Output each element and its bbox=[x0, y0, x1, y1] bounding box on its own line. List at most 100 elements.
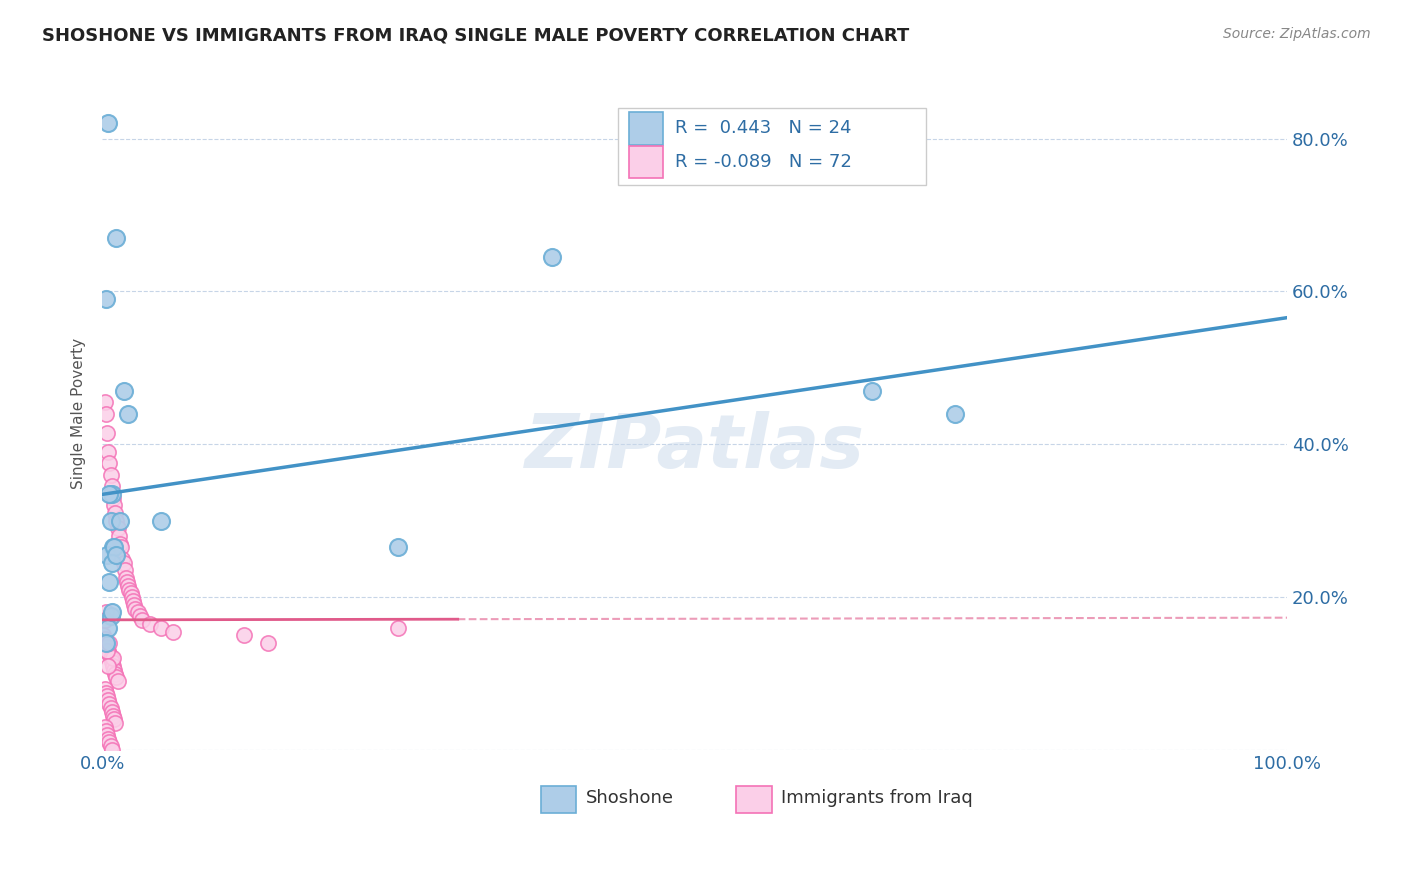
Immigrants from Iraq bbox=[127, 606, 149, 620]
Shoshone bbox=[541, 250, 564, 264]
Text: Shoshone: Shoshone bbox=[586, 789, 673, 807]
Immigrants from Iraq bbox=[94, 606, 117, 620]
Immigrants from Iraq bbox=[107, 674, 129, 689]
Immigrants from Iraq bbox=[96, 728, 118, 742]
Immigrants from Iraq bbox=[100, 467, 122, 482]
FancyBboxPatch shape bbox=[630, 146, 662, 178]
Immigrants from Iraq bbox=[100, 655, 122, 669]
Immigrants from Iraq bbox=[124, 601, 146, 615]
Shoshone bbox=[150, 514, 173, 528]
Shoshone bbox=[112, 384, 135, 398]
Immigrants from Iraq bbox=[96, 640, 118, 654]
Shoshone bbox=[98, 574, 121, 589]
FancyBboxPatch shape bbox=[630, 112, 662, 145]
Shoshone bbox=[97, 116, 120, 130]
Immigrants from Iraq bbox=[112, 556, 135, 570]
Immigrants from Iraq bbox=[138, 616, 160, 631]
FancyBboxPatch shape bbox=[617, 108, 925, 185]
Text: ZIPatlas: ZIPatlas bbox=[524, 411, 865, 483]
Immigrants from Iraq bbox=[150, 621, 173, 635]
Shoshone bbox=[860, 384, 883, 398]
Immigrants from Iraq bbox=[96, 425, 118, 440]
Immigrants from Iraq bbox=[100, 705, 122, 719]
Immigrants from Iraq bbox=[105, 514, 128, 528]
Shoshone bbox=[100, 606, 122, 620]
Immigrants from Iraq bbox=[122, 594, 145, 608]
Immigrants from Iraq bbox=[162, 624, 184, 639]
Shoshone bbox=[108, 514, 131, 528]
Shoshone bbox=[100, 514, 122, 528]
Immigrants from Iraq bbox=[100, 701, 122, 715]
Immigrants from Iraq bbox=[101, 708, 124, 723]
Immigrants from Iraq bbox=[100, 739, 122, 754]
Immigrants from Iraq bbox=[97, 731, 120, 746]
Immigrants from Iraq bbox=[257, 636, 280, 650]
Immigrants from Iraq bbox=[96, 643, 118, 657]
Shoshone bbox=[100, 556, 122, 570]
Shoshone bbox=[387, 541, 409, 555]
Immigrants from Iraq bbox=[387, 621, 409, 635]
Shoshone bbox=[117, 407, 139, 421]
Shoshone bbox=[103, 541, 125, 555]
Text: R =  0.443   N = 24: R = 0.443 N = 24 bbox=[675, 119, 851, 136]
Immigrants from Iraq bbox=[121, 590, 143, 604]
Immigrants from Iraq bbox=[131, 613, 153, 627]
Immigrants from Iraq bbox=[97, 693, 120, 707]
Immigrants from Iraq bbox=[97, 659, 120, 673]
Shoshone bbox=[100, 487, 122, 501]
Immigrants from Iraq bbox=[115, 574, 138, 589]
Shoshone bbox=[100, 609, 122, 624]
Immigrants from Iraq bbox=[93, 628, 115, 642]
Immigrants from Iraq bbox=[93, 681, 115, 696]
Shoshone bbox=[97, 621, 120, 635]
Immigrants from Iraq bbox=[96, 690, 118, 704]
Immigrants from Iraq bbox=[93, 632, 115, 647]
Immigrants from Iraq bbox=[115, 571, 138, 585]
Immigrants from Iraq bbox=[94, 723, 117, 738]
Immigrants from Iraq bbox=[103, 499, 125, 513]
Immigrants from Iraq bbox=[100, 651, 122, 665]
Immigrants from Iraq bbox=[117, 579, 139, 593]
Immigrants from Iraq bbox=[110, 541, 132, 555]
Shoshone bbox=[94, 636, 117, 650]
Immigrants from Iraq bbox=[120, 586, 142, 600]
Immigrants from Iraq bbox=[107, 529, 129, 543]
Immigrants from Iraq bbox=[98, 636, 121, 650]
Shoshone bbox=[105, 231, 128, 245]
Immigrants from Iraq bbox=[100, 743, 122, 757]
Immigrants from Iraq bbox=[104, 666, 127, 681]
Immigrants from Iraq bbox=[97, 445, 120, 459]
Immigrants from Iraq bbox=[101, 491, 124, 505]
Immigrants from Iraq bbox=[100, 479, 122, 493]
Immigrants from Iraq bbox=[93, 613, 115, 627]
Immigrants from Iraq bbox=[103, 713, 125, 727]
Text: R = -0.089   N = 72: R = -0.089 N = 72 bbox=[675, 153, 852, 170]
Shoshone bbox=[101, 541, 124, 555]
Immigrants from Iraq bbox=[93, 720, 115, 734]
Immigrants from Iraq bbox=[103, 663, 125, 677]
Shoshone bbox=[98, 487, 121, 501]
Immigrants from Iraq bbox=[105, 670, 128, 684]
Shoshone bbox=[96, 548, 118, 562]
FancyBboxPatch shape bbox=[541, 787, 576, 814]
Immigrants from Iraq bbox=[104, 716, 127, 731]
Shoshone bbox=[943, 407, 966, 421]
Immigrants from Iraq bbox=[104, 506, 127, 520]
Immigrants from Iraq bbox=[111, 552, 134, 566]
Text: Immigrants from Iraq: Immigrants from Iraq bbox=[782, 789, 973, 807]
FancyBboxPatch shape bbox=[737, 787, 772, 814]
Immigrants from Iraq bbox=[108, 536, 131, 550]
Immigrants from Iraq bbox=[118, 582, 141, 597]
Immigrants from Iraq bbox=[94, 407, 117, 421]
Immigrants from Iraq bbox=[101, 659, 124, 673]
Immigrants from Iraq bbox=[94, 686, 117, 700]
Immigrants from Iraq bbox=[93, 395, 115, 409]
Immigrants from Iraq bbox=[101, 651, 124, 665]
Text: SHOSHONE VS IMMIGRANTS FROM IRAQ SINGLE MALE POVERTY CORRELATION CHART: SHOSHONE VS IMMIGRANTS FROM IRAQ SINGLE … bbox=[42, 27, 910, 45]
Shoshone bbox=[94, 292, 117, 306]
Immigrants from Iraq bbox=[97, 643, 120, 657]
Text: Source: ZipAtlas.com: Source: ZipAtlas.com bbox=[1223, 27, 1371, 41]
Immigrants from Iraq bbox=[98, 648, 121, 662]
Immigrants from Iraq bbox=[98, 697, 121, 711]
Immigrants from Iraq bbox=[114, 563, 136, 577]
